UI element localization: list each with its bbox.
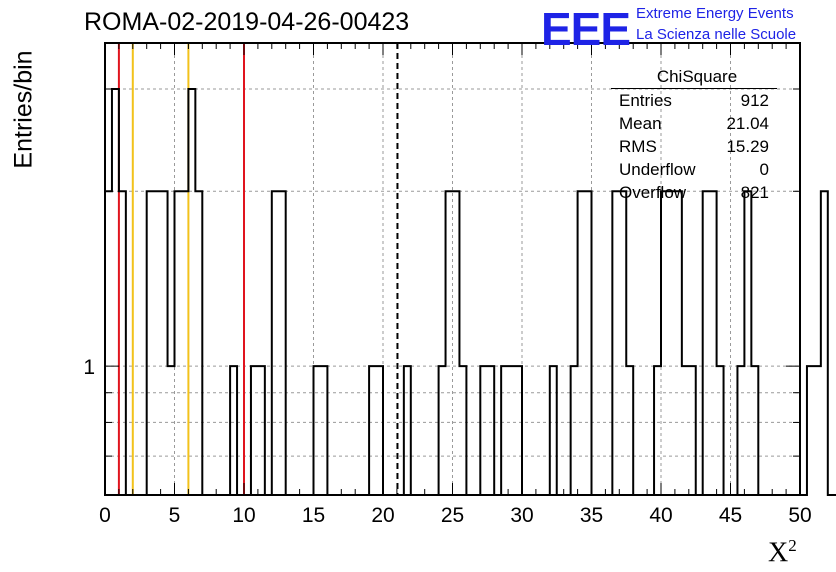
y-axis-label: Entries/bin: [9, 50, 38, 169]
stats-row-rms: RMS 15.29: [611, 135, 783, 158]
stats-label: RMS: [619, 137, 657, 156]
stats-row-mean: Mean 21.04: [611, 112, 783, 135]
stats-label: Overflow: [619, 183, 687, 202]
stats-box: ChiSquare Entries 912 Mean 21.04 RMS 15.…: [611, 66, 783, 204]
stats-row-underflow: Underflow 0: [611, 158, 783, 181]
stats-row-entries: Entries 912: [611, 89, 783, 112]
x-tick-label: 50: [788, 504, 811, 527]
x-tick-label: 30: [510, 504, 533, 527]
stats-row-overflow: Overflow 821: [611, 181, 783, 204]
x-tick-label: 25: [441, 504, 464, 527]
stats-label: Underflow: [619, 160, 696, 179]
stats-value: 21.04: [726, 114, 769, 133]
eee-logo: EEE: [541, 3, 631, 55]
stats-label: Entries: [619, 91, 672, 110]
chart-title: ROMA-02-2019-04-26-00423: [84, 8, 410, 36]
stats-value: 0: [759, 160, 769, 179]
x-tick-label: 5: [169, 504, 181, 527]
stats-value: 15.29: [726, 137, 769, 156]
y-tick-label: 1: [83, 356, 95, 379]
x-tick-label: 20: [371, 504, 394, 527]
stats-value: 912: [740, 91, 769, 110]
stats-label: Mean: [619, 114, 662, 133]
x-tick-label: 35: [580, 504, 603, 527]
logo-caption-line2: La Scienza nelle Scuole: [636, 26, 797, 43]
x-tick-label: 10: [232, 504, 255, 527]
stats-value: 821: [740, 183, 769, 202]
x-tick-label: 0: [99, 504, 111, 527]
stats-divider: [611, 88, 777, 89]
stats-title: ChiSquare: [656, 67, 738, 86]
x-tick-label: 15: [302, 504, 325, 527]
logo-caption: Extreme Energy Events La Scienza nelle S…: [636, 3, 796, 45]
x-axis-label: Χ2: [768, 536, 797, 569]
x-tick-label: 45: [719, 504, 742, 527]
logo-caption-line1: Extreme Energy Events: [636, 5, 794, 22]
x-tick-label: 40: [649, 504, 672, 527]
